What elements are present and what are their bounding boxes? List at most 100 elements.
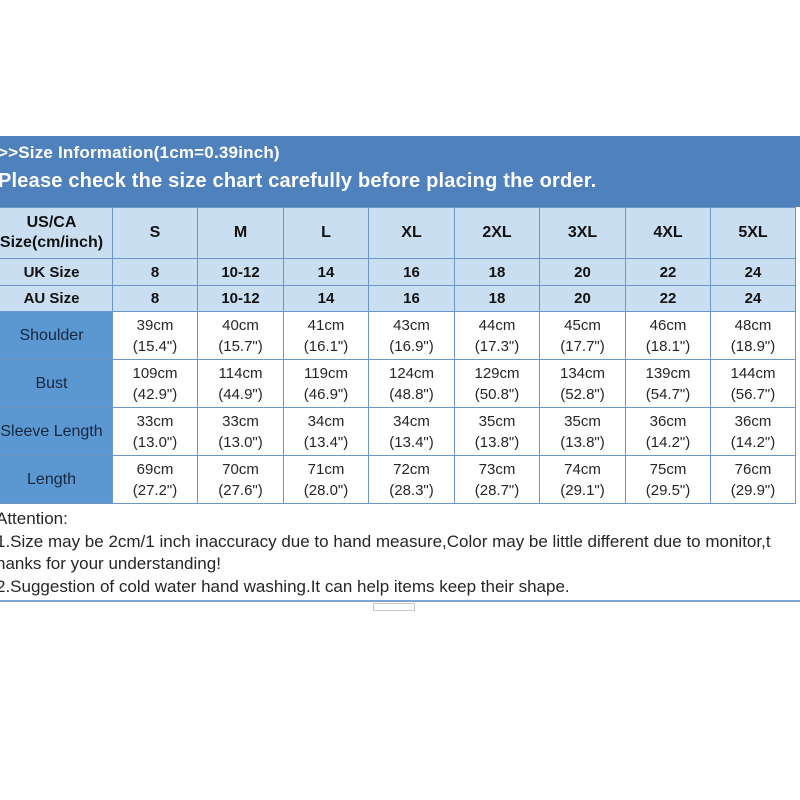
- table-cell: 14: [283, 285, 369, 312]
- attention-note: Attention: 1.Size may be 2cm/1 inch inac…: [0, 508, 800, 598]
- measurement-cell: 119cm (46.9"): [283, 359, 369, 408]
- cm-value: 114cm: [218, 364, 263, 382]
- measurement-cell: 45cm (17.7"): [539, 311, 626, 360]
- attention-line: 2.Suggestion of cold water hand washing.…: [0, 576, 570, 596]
- inch-value: (13.0"): [218, 433, 263, 451]
- inch-value: (29.1"): [560, 481, 605, 499]
- cell-remnant-box: [373, 603, 415, 611]
- table-cell: 18: [454, 258, 540, 286]
- cm-value: 75cm: [649, 460, 687, 478]
- measurement-cell: 36cm (14.2"): [625, 407, 711, 456]
- cm-value: 109cm: [132, 364, 178, 382]
- inch-value: (42.9"): [132, 385, 178, 403]
- inch-value: (16.1"): [303, 337, 349, 355]
- inch-value: (50.8"): [474, 385, 520, 403]
- inch-value: (27.2"): [132, 481, 178, 499]
- cm-value: 35cm: [564, 412, 601, 430]
- table-cell: 20: [539, 258, 626, 286]
- cm-value: 44cm: [478, 316, 516, 334]
- cm-value: 144cm: [730, 364, 776, 382]
- size-column-header: M: [197, 207, 284, 259]
- measurement-cell: 114cm (44.9"): [197, 359, 284, 408]
- cm-value: 39cm: [136, 316, 174, 334]
- inch-value: (13.8"): [474, 433, 520, 451]
- measurement-cell: 109cm (42.9"): [112, 359, 198, 408]
- cm-value: 48cm: [734, 316, 772, 334]
- inch-value: (28.0"): [303, 481, 349, 499]
- attention-line: 1.Size may be 2cm/1 inch inaccuracy due …: [0, 531, 771, 551]
- cm-value: 129cm: [474, 364, 520, 382]
- measurement-cell: 129cm (50.8"): [454, 359, 540, 408]
- bust-row: Bust 109cm (42.9") 114cm (44.9") 119cm (46.…: [0, 359, 796, 408]
- cm-value: 36cm: [734, 412, 772, 430]
- size-info-image: >>Size Information(1cm=0.39inch) Please …: [0, 136, 800, 611]
- cm-value: 43cm: [393, 316, 430, 334]
- table-cell: 8: [112, 285, 198, 312]
- inch-value: (56.7"): [730, 385, 776, 403]
- size-column-header: 4XL: [625, 207, 711, 259]
- measurement-cell: 73cm (28.7"): [454, 455, 540, 504]
- measurement-cell: 124cm (48.8"): [368, 359, 455, 408]
- size-column-header: L: [283, 207, 369, 259]
- measurement-cell: 33cm (13.0"): [197, 407, 284, 456]
- measurement-cell: 72cm (28.3"): [368, 455, 455, 504]
- table-cell: 18: [454, 285, 540, 312]
- table-cell: 16: [368, 258, 455, 286]
- size-column-header: S: [112, 207, 198, 259]
- table-cell: 14: [283, 258, 369, 286]
- row-label: Shoulder: [0, 311, 113, 360]
- measurement-cell: 35cm (13.8"): [539, 407, 626, 456]
- measurement-cell: 34cm (13.4"): [283, 407, 369, 456]
- measurement-cell: 144cm (56.7"): [710, 359, 796, 408]
- measurement-cell: 43cm (16.9"): [368, 311, 455, 360]
- cm-value: 72cm: [393, 460, 430, 478]
- measurement-cell: 74cm (29.1"): [539, 455, 626, 504]
- cm-value: 35cm: [478, 412, 516, 430]
- measurement-cell: 34cm (13.4"): [368, 407, 455, 456]
- inch-value: (14.2"): [730, 433, 776, 451]
- measurement-cell: 134cm (52.8"): [539, 359, 626, 408]
- table-cell: 20: [539, 285, 626, 312]
- measurement-cell: 75cm (29.5"): [625, 455, 711, 504]
- cm-value: 46cm: [649, 316, 687, 334]
- uk-size-row: UK Size 8 10-12 14 16 18 20 22 24: [0, 258, 796, 286]
- inch-value: (29.9"): [730, 481, 776, 499]
- measurement-cell: 36cm (14.2"): [710, 407, 796, 456]
- table-header-row: US/CA Size(cm/inch) S M L XL 2XL 3XL 4XL…: [0, 207, 796, 259]
- inch-value: (13.0"): [132, 433, 178, 451]
- table-cell: 16: [368, 285, 455, 312]
- cm-value: 45cm: [564, 316, 601, 334]
- inch-value: (16.9"): [389, 337, 434, 355]
- table-cell: 22: [625, 285, 711, 312]
- inch-value: (48.8"): [389, 385, 434, 403]
- corner-header-cell: US/CA Size(cm/inch): [0, 207, 113, 259]
- inch-value: (13.4"): [303, 433, 349, 451]
- sleeve-length-row: Sleeve Length 33cm (13.0") 33cm (13.0") 34…: [0, 407, 796, 456]
- inch-value: (18.1"): [645, 337, 691, 355]
- measurement-cell: 139cm (54.7"): [625, 359, 711, 408]
- measurement-cell: 44cm (17.3"): [454, 311, 540, 360]
- banner-subtitle: Please check the size chart carefully be…: [0, 170, 597, 192]
- cm-value: 33cm: [136, 412, 174, 430]
- row-label: Length: [0, 455, 113, 504]
- size-chart-table: US/CA Size(cm/inch) S M L XL 2XL 3XL 4XL…: [0, 207, 796, 504]
- inch-value: (46.9"): [303, 385, 349, 403]
- cm-value: 69cm: [136, 460, 174, 478]
- inch-value: (14.2"): [645, 433, 691, 451]
- cm-value: 34cm: [307, 412, 345, 430]
- au-size-row: AU Size 8 10-12 14 16 18 20 22 24: [0, 285, 796, 312]
- inch-value: (28.3"): [389, 481, 434, 499]
- table-cell: 8: [112, 258, 198, 286]
- inch-value: (13.8"): [560, 433, 605, 451]
- inch-value: (27.6"): [218, 481, 263, 499]
- attention-heading: Attention:: [0, 509, 68, 528]
- banner-title: >>Size Information(1cm=0.39inch): [0, 143, 280, 162]
- cm-value: 70cm: [222, 460, 259, 478]
- cm-value: 71cm: [307, 460, 345, 478]
- cm-value: 41cm: [307, 316, 345, 334]
- table-cell: 10-12: [197, 285, 284, 312]
- inch-value: (28.7"): [474, 481, 520, 499]
- inch-value: (52.8"): [560, 385, 605, 403]
- cm-value: 124cm: [388, 364, 435, 382]
- inch-value: (54.7"): [645, 385, 691, 403]
